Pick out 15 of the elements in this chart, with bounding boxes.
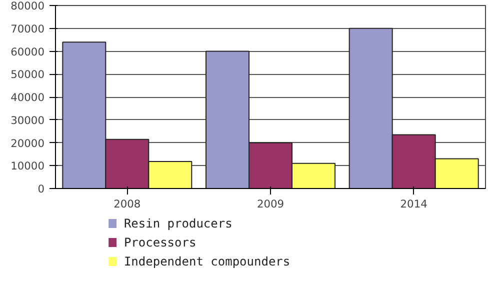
- y-tick-label: 80000: [10, 0, 45, 12]
- y-tick-label: 70000: [10, 22, 45, 36]
- y-tick-label: 60000: [10, 45, 45, 58]
- y-tick-label: 50000: [10, 68, 45, 82]
- legend-label: Independent compounders: [124, 254, 290, 268]
- y-tick-label: 30000: [10, 114, 45, 127]
- y-tick-label: 20000: [10, 136, 45, 150]
- x-tick-label: 2014: [400, 198, 428, 210]
- y-tick-label: 0: [38, 182, 45, 196]
- legend-label: Resin producers: [124, 216, 232, 230]
- x-tick-label: 2008: [114, 198, 141, 210]
- legend-label: Processors: [124, 236, 196, 250]
- x-tick-label: 2009: [256, 198, 284, 210]
- y-tick-label: 40000: [10, 91, 45, 104]
- y-tick-label: 10000: [10, 160, 45, 173]
